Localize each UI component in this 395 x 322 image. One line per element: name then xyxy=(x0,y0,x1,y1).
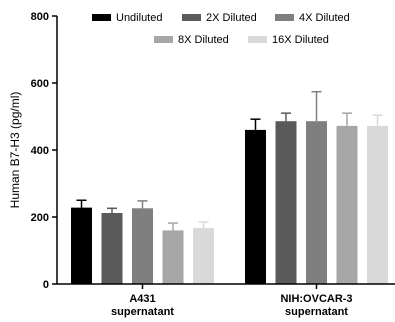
y-tick-label: 0 xyxy=(43,279,49,291)
bar xyxy=(71,207,92,284)
y-tick-label: 400 xyxy=(31,145,49,157)
bar xyxy=(245,129,266,284)
bar xyxy=(193,228,214,284)
legend-swatch xyxy=(182,14,201,21)
legend: Undiluted 2X Diluted 4X Diluted 8X Diluted 1… xyxy=(92,12,350,46)
bar xyxy=(275,121,297,284)
y-tick-label: 800 xyxy=(31,11,49,23)
legend-swatch xyxy=(92,14,111,21)
legend-label: 16X Diluted xyxy=(272,34,329,46)
legend-label: Undiluted xyxy=(116,12,162,24)
legend-swatch xyxy=(248,36,267,43)
bar xyxy=(306,121,327,284)
legend-label: 2X Diluted xyxy=(206,12,257,24)
y-tick-label: 600 xyxy=(31,78,49,90)
legend-label: 4X Diluted xyxy=(299,12,350,24)
x-tick-label: supernatant xyxy=(111,306,174,318)
legend-label: 8X Diluted xyxy=(178,34,229,46)
legend-swatch xyxy=(275,14,294,21)
y-tick-label: 200 xyxy=(31,212,49,224)
bar xyxy=(132,208,153,284)
x-tick-label: A431 xyxy=(129,293,155,305)
bars xyxy=(71,90,388,284)
x-tick-label: supernatant xyxy=(285,306,348,318)
bar xyxy=(162,230,184,284)
y-axis-label: Human B7-H3 (pg/ml) xyxy=(8,92,22,209)
bar xyxy=(367,125,388,284)
bar xyxy=(336,125,358,284)
y-axis: 0 200 400 600 800 xyxy=(31,11,58,291)
legend-swatch xyxy=(154,36,173,43)
x-tick-label: NIH:OVCAR-3 xyxy=(280,293,352,305)
bar xyxy=(101,212,123,284)
